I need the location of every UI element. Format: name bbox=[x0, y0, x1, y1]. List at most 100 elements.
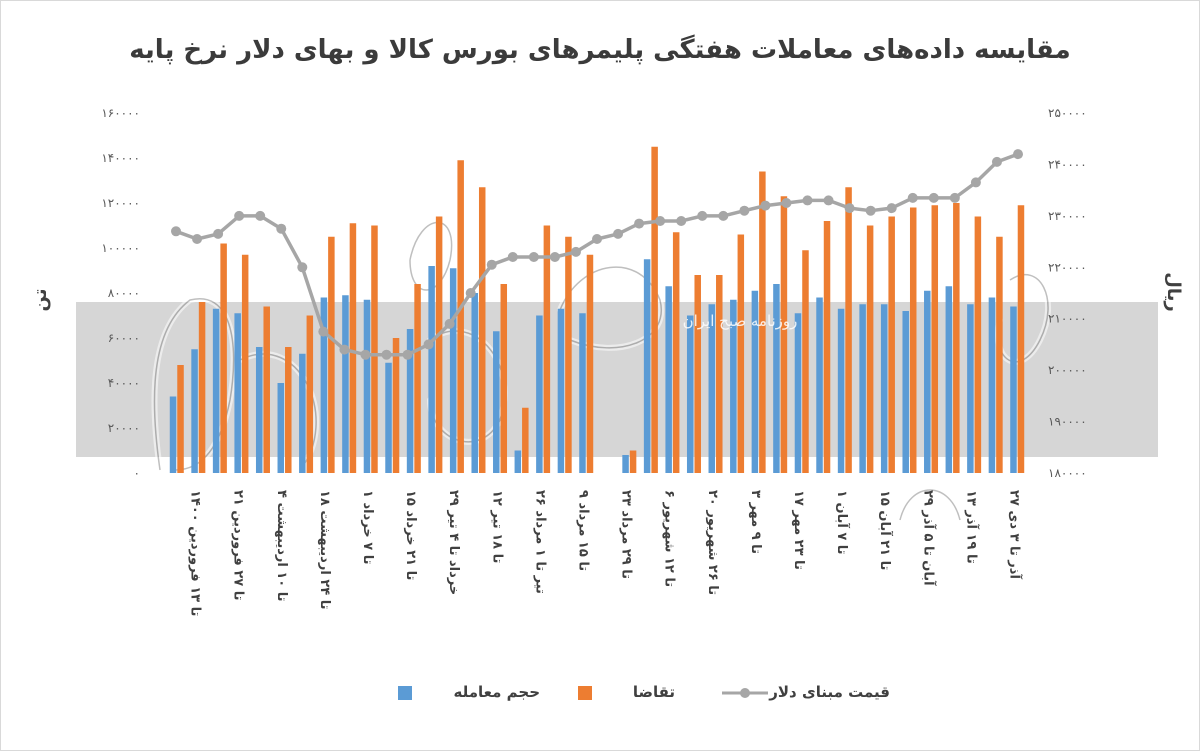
price-point-33 bbox=[865, 205, 876, 216]
bar-volume-23 bbox=[665, 286, 672, 473]
price-point-25 bbox=[697, 210, 708, 221]
bar-volume-33 bbox=[880, 304, 888, 473]
bar-volume-2 bbox=[212, 308, 220, 473]
x-tick-label: ۲۹ آبان تا ۵ آذر bbox=[920, 490, 937, 586]
y-tick-label: ۱۲۰۰۰۰ bbox=[101, 196, 140, 210]
legend-item-demand[interactable]: تقاضا bbox=[578, 683, 675, 701]
x-tick-label: ۱۵ تا ۲۱ خرداد bbox=[403, 490, 418, 580]
price-point-35 bbox=[907, 192, 918, 203]
x-tick-label: ۱ تا ۷ خرداد bbox=[360, 490, 375, 564]
bar-volume-21 bbox=[622, 455, 629, 473]
x-tick-label: ۱۴۰۰ تا ۱۳ فروردین bbox=[188, 490, 203, 616]
bar-volume-31 bbox=[837, 308, 845, 473]
price-point-14 bbox=[465, 288, 476, 298]
bar-volume-15 bbox=[493, 331, 500, 473]
watermark-outline-3 bbox=[899, 489, 961, 521]
bar-volume-35 bbox=[924, 290, 931, 473]
x-tick-label: ۱ تا ۷ آبان bbox=[834, 490, 851, 555]
bar-demand-24 bbox=[694, 275, 701, 473]
bar-volume-9 bbox=[363, 299, 371, 473]
bar-demand-35 bbox=[931, 205, 939, 473]
price-point-37 bbox=[949, 192, 960, 203]
price-point-36 bbox=[928, 192, 939, 203]
y-tick-label: ۱۰۰۰۰۰ bbox=[101, 241, 140, 255]
y-tick-label: ۲۰۰۰۰ bbox=[108, 421, 140, 435]
bar-demand-12 bbox=[435, 216, 443, 473]
bar-volume-18 bbox=[557, 308, 565, 473]
legend-label-volume: حجم معامله bbox=[454, 683, 541, 701]
bar-volume-30 bbox=[816, 297, 823, 473]
price-point-8 bbox=[339, 344, 350, 355]
bar-demand-39 bbox=[1017, 205, 1025, 473]
bar-demand-28 bbox=[780, 196, 788, 473]
bar-volume-34 bbox=[902, 311, 909, 473]
bar-demand-36 bbox=[953, 203, 960, 473]
price-point-9 bbox=[360, 349, 371, 360]
bar-volume-1 bbox=[191, 349, 198, 473]
bar-demand-3 bbox=[241, 254, 249, 473]
bar-demand-23 bbox=[672, 232, 680, 473]
price-point-10 bbox=[381, 349, 392, 360]
price-point-31 bbox=[823, 195, 834, 206]
y-tick-label: ۶۰۰۰۰ bbox=[108, 331, 140, 345]
bar-demand-37 bbox=[974, 216, 982, 473]
x-tick-label: ۹ تا ۱۵ مرداد bbox=[576, 490, 591, 571]
watermark-text: روزنامه صبح ایران bbox=[683, 312, 798, 330]
x-tick-label: ۴ تا ۱۰ اردیبهشت bbox=[274, 490, 289, 602]
x-tick-label: ۳ تا ۹ مهر bbox=[748, 490, 763, 554]
price-point-38 bbox=[970, 177, 981, 188]
price-point-17 bbox=[528, 252, 539, 262]
price-point-6 bbox=[297, 262, 308, 273]
bar-volume-6 bbox=[299, 353, 306, 473]
watermark-outline-6 bbox=[429, 330, 506, 443]
legend-item-dollar-price[interactable]: قیمت مبنای دلار bbox=[722, 683, 890, 701]
x-tick-label: ۱۲ تا ۱۸ تیر bbox=[489, 490, 504, 563]
legend-item-volume[interactable]: حجم معامله bbox=[398, 683, 540, 701]
legend-label-demand: تقاضا bbox=[633, 683, 675, 701]
price-point-19 bbox=[570, 246, 581, 257]
x-tick-label: ۱۵ تا ۲۱ آبان bbox=[877, 490, 894, 570]
price-point-23 bbox=[655, 216, 666, 226]
bar-demand-25 bbox=[716, 275, 723, 473]
price-point-24 bbox=[676, 216, 687, 226]
x-tick-label: ۱۳ تا ۱۹ آذر bbox=[963, 490, 980, 564]
bar-demand-34 bbox=[909, 207, 917, 473]
bar-demand-32 bbox=[866, 225, 874, 473]
price-point-5 bbox=[276, 223, 287, 234]
bar-demand-17 bbox=[543, 225, 551, 473]
price-point-3 bbox=[234, 210, 245, 221]
y2-tick-label: ۲۳۰۰۰۰ bbox=[1048, 209, 1087, 223]
y-axis-left: ۰ ۲۰۰۰۰ ۴۰۰۰۰ ۶۰۰۰۰ ۸۰۰۰۰ ۱۰۰۰۰۰ ۱۲۰۰۰۰ ۱۴۰۰۰۰ ۱… bbox=[101, 106, 140, 480]
bar-volume-26 bbox=[730, 299, 737, 473]
price-point-12 bbox=[423, 339, 434, 350]
bar-demand-19 bbox=[586, 254, 594, 473]
y2-tick-label: ۱۸۰۰۰۰ bbox=[1048, 466, 1087, 480]
bar-demand-26 bbox=[737, 234, 745, 473]
price-point-30 bbox=[802, 195, 813, 206]
bar-demand-5 bbox=[285, 347, 292, 473]
price-point-26 bbox=[718, 210, 729, 221]
bar-demand-13 bbox=[457, 160, 464, 473]
x-axis: ۱۴۰۰ تا ۱۳ فروردین ۲۱ تا ۲۷ فروردین ۴ تا ۱… bbox=[188, 490, 1024, 616]
x-tick-label: ۲۱ تا ۲۷ فروردین bbox=[231, 490, 246, 601]
y-axis-right: ۱۸۰۰۰۰ ۱۹۰۰۰۰ ۲۰۰۰۰۰ ۲۱۰۰۰۰ ۲۲۰۰۰۰ ۲۳۰۰۰۰ ۲۴۰۰… bbox=[1048, 106, 1087, 480]
bar-demand-11 bbox=[414, 284, 421, 473]
bar-volume-11 bbox=[406, 329, 414, 473]
bar-volume-12 bbox=[428, 266, 435, 473]
price-point-15 bbox=[486, 259, 497, 270]
y-tick-label: ۱۶۰۰۰۰ bbox=[101, 106, 140, 120]
bar-volume-27 bbox=[751, 290, 759, 473]
bar-volume-24 bbox=[686, 315, 694, 473]
price-point-4 bbox=[255, 210, 266, 221]
x-tick-label: ۲۶ تیر تا ۱ مرداد bbox=[532, 490, 547, 594]
price-point-1 bbox=[192, 234, 203, 244]
x-tick-label: ۱۸ تا ۲۴ اردیبهشت bbox=[317, 490, 332, 609]
x-tick-label: ۲۷ آذر تا ۳ دی bbox=[1007, 490, 1024, 579]
bar-volume-19 bbox=[579, 313, 586, 473]
y-tick-label: ۱۴۰۰۰۰ bbox=[101, 151, 140, 165]
bar-volume-16 bbox=[514, 450, 522, 473]
bar-volume-8 bbox=[342, 295, 349, 473]
bar-volume-25 bbox=[708, 304, 716, 473]
bar-demand-15 bbox=[500, 284, 508, 473]
